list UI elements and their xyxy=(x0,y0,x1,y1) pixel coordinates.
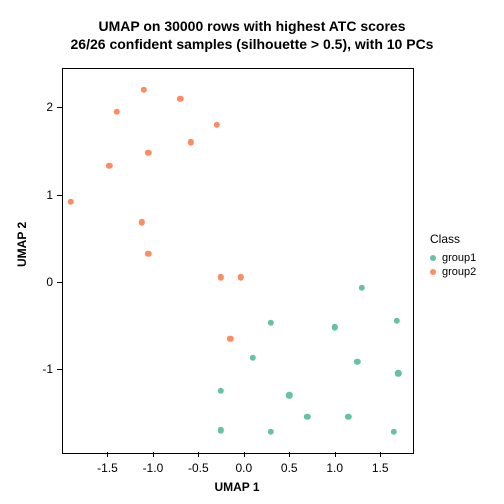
x-tick-label: -0.5 xyxy=(188,461,209,475)
x-tick-label: 1.0 xyxy=(326,461,343,475)
legend-item: group2 xyxy=(430,266,476,278)
x-tick-label: 0.0 xyxy=(235,461,252,475)
y-tick-label: 0 xyxy=(35,275,53,289)
x-tick-mark xyxy=(335,452,336,457)
x-tick-mark xyxy=(289,452,290,457)
y-tick-label: 1 xyxy=(35,188,53,202)
x-tick-mark xyxy=(153,452,154,457)
legend-label: group2 xyxy=(442,266,476,278)
legend-item: group1 xyxy=(430,252,476,264)
legend: Class group1 group2 xyxy=(430,232,476,280)
y-tick-mark xyxy=(57,195,62,196)
x-tick-label: -1.5 xyxy=(97,461,118,475)
x-axis-label: UMAP 1 xyxy=(62,480,412,494)
x-tick-mark xyxy=(244,452,245,457)
y-tick-label: -1 xyxy=(35,362,53,376)
x-tick-mark xyxy=(198,452,199,457)
x-tick-mark xyxy=(380,452,381,457)
chart-container: UMAP on 30000 rows with highest ATC scor… xyxy=(0,0,504,504)
plot-area xyxy=(62,68,414,454)
chart-title-line2: 26/26 confident samples (silhouette > 0.… xyxy=(0,36,504,54)
x-tick-label: -1.0 xyxy=(143,461,164,475)
legend-label: group1 xyxy=(442,252,476,264)
x-tick-label: 0.5 xyxy=(281,461,298,475)
chart-title: UMAP on 30000 rows with highest ATC scor… xyxy=(0,18,504,53)
legend-title: Class xyxy=(430,232,476,246)
chart-title-line1: UMAP on 30000 rows with highest ATC scor… xyxy=(0,18,504,36)
y-tick-label: 2 xyxy=(35,100,53,114)
legend-swatch xyxy=(430,255,436,261)
legend-items: group1 group2 xyxy=(430,252,476,278)
y-tick-mark xyxy=(57,369,62,370)
x-tick-mark xyxy=(107,452,108,457)
x-tick-label: 1.5 xyxy=(372,461,389,475)
y-axis-label: UMAP 2 xyxy=(15,247,29,267)
y-tick-mark xyxy=(57,107,62,108)
legend-swatch xyxy=(430,269,436,275)
y-tick-mark xyxy=(57,282,62,283)
